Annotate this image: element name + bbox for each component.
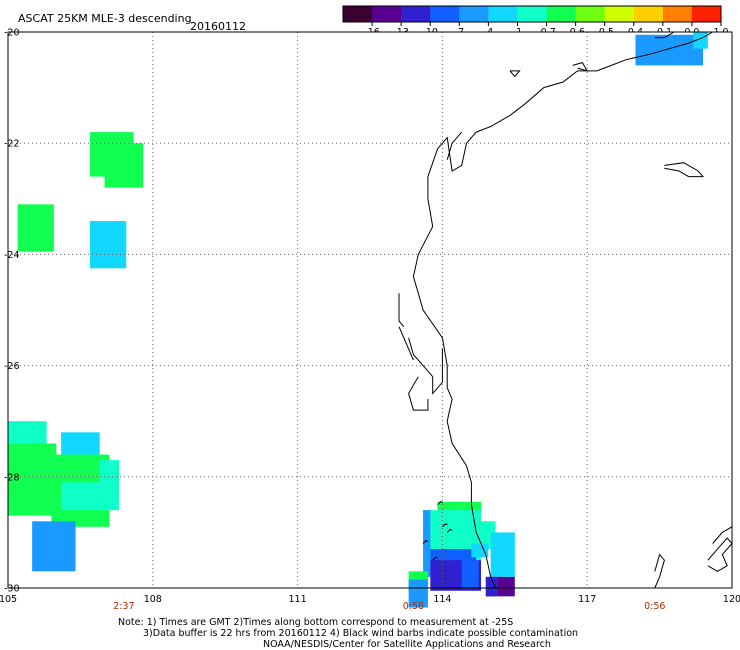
latitude-label: -28 bbox=[4, 472, 20, 483]
pass-time-label: 0:56 bbox=[644, 601, 665, 612]
footnote-line-1: Note: 1) Times are GMT 2)Times along bot… bbox=[118, 617, 513, 628]
latitude-label: -20 bbox=[4, 28, 20, 39]
latitude-labels: -20 -22 -24 -26 -28 -30 bbox=[4, 28, 20, 595]
coastline-segment bbox=[398, 293, 405, 328]
wind-data-cell bbox=[104, 143, 144, 188]
map-frame bbox=[7, 31, 733, 589]
pass-time-label: 2:37 bbox=[113, 601, 134, 612]
colorbar-swatch bbox=[604, 6, 635, 22]
coastline-segment bbox=[509, 70, 521, 78]
footnote: Note: 1) Times are GMT 2)Times along bot… bbox=[118, 617, 578, 650]
coastline-segment bbox=[446, 131, 463, 161]
longitude-labels: 105 108 111 114 117 120 bbox=[0, 594, 740, 605]
longitude-label: 117 bbox=[578, 594, 596, 605]
latitude-label: -24 bbox=[4, 250, 20, 261]
colorbar-swatch bbox=[691, 6, 722, 22]
colorbar-swatch bbox=[662, 6, 693, 22]
colorbar-swatch bbox=[546, 6, 577, 22]
wind-data-cell bbox=[635, 34, 704, 66]
map-background bbox=[8, 32, 732, 588]
colorbar-swatch bbox=[430, 6, 460, 22]
coastline-segment bbox=[408, 376, 429, 411]
longitude-label: 108 bbox=[144, 594, 162, 605]
wind-barb bbox=[437, 500, 443, 505]
wind-barbs bbox=[422, 500, 453, 561]
wind-barb bbox=[422, 539, 429, 544]
wind-data-cell bbox=[490, 532, 515, 577]
wind-barb bbox=[446, 528, 453, 533]
coastline-segment bbox=[412, 31, 713, 589]
coastline bbox=[398, 31, 733, 589]
footnote-line-2: 3)Data buffer is 22 hrs from 20160112 4)… bbox=[143, 628, 578, 639]
coastline-segment bbox=[398, 326, 414, 361]
coastline-segment bbox=[654, 31, 675, 39]
wind-data-cell bbox=[423, 510, 431, 577]
colorbar-swatch bbox=[633, 6, 664, 22]
latitude-label: -30 bbox=[4, 584, 20, 595]
colorbar-swatch bbox=[488, 6, 518, 22]
colorbar-swatch bbox=[459, 6, 489, 22]
wind-data-cell bbox=[461, 560, 479, 588]
wind-barb bbox=[442, 523, 448, 528]
coastline-segment bbox=[712, 526, 733, 544]
colorbar-swatch bbox=[343, 6, 373, 22]
wind-barb bbox=[432, 556, 438, 561]
coastline-segment bbox=[707, 537, 733, 572]
coastline-segment bbox=[572, 62, 589, 72]
graticule bbox=[8, 32, 732, 588]
colorbar-swatches bbox=[343, 6, 722, 22]
product-title: ASCAT 25KM MLE-3 descending bbox=[18, 12, 192, 25]
wind-data-cell bbox=[61, 482, 100, 511]
coastline-segment bbox=[408, 337, 443, 395]
coastline-segment bbox=[654, 553, 665, 589]
longitude-label: 105 bbox=[0, 594, 17, 605]
wind-data-cell bbox=[471, 543, 489, 558]
wind-data-layer bbox=[8, 32, 708, 608]
wind-data-cell bbox=[8, 443, 57, 516]
longitude-label: 120 bbox=[723, 594, 740, 605]
latitude-label: -22 bbox=[4, 139, 20, 150]
wind-data-cell bbox=[693, 32, 708, 49]
map-panel: 105 108 111 114 117 120 -20 -22 -24 -26 -28 -30 2:… bbox=[0, 28, 740, 613]
footnote-line-3: NOAA/NESDIS/Center for Satellite Applica… bbox=[263, 639, 551, 650]
wind-data-cell bbox=[17, 204, 54, 252]
longitude-label: 111 bbox=[289, 594, 307, 605]
wind-data-cell bbox=[61, 432, 100, 458]
product-date: 20160112 bbox=[190, 20, 246, 33]
longitude-label: 114 bbox=[433, 594, 451, 605]
latitude-label: -26 bbox=[4, 361, 20, 372]
colorbar-swatch bbox=[575, 6, 606, 22]
colorbar-swatch bbox=[401, 6, 431, 22]
wind-data-cell bbox=[99, 460, 120, 511]
colorbar-swatch bbox=[372, 6, 402, 22]
wind-data-cell bbox=[32, 521, 76, 572]
colorbar-swatch bbox=[517, 6, 548, 22]
wind-data-cell bbox=[485, 576, 498, 597]
pass-time-label: 0:58 bbox=[403, 601, 424, 612]
colorbar-border bbox=[342, 5, 722, 23]
pass-time-labels: 2:37 0:58 0:56 bbox=[113, 601, 665, 612]
wind-data-cell bbox=[90, 221, 127, 269]
coastline-segment bbox=[664, 162, 705, 178]
wind-data-cell bbox=[408, 579, 428, 608]
